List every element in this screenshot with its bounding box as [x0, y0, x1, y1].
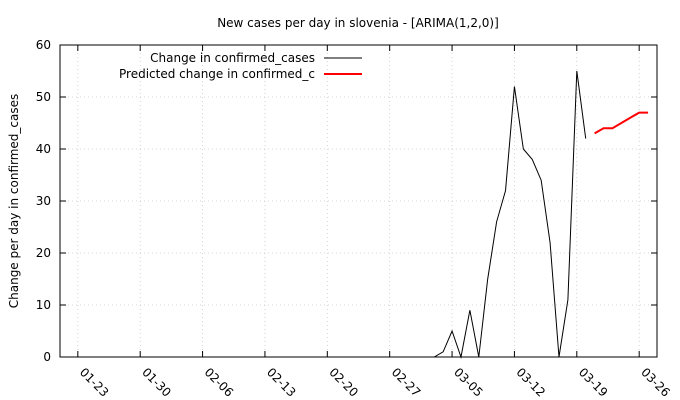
x-tick-label: 02-27	[389, 365, 424, 400]
y-tick-label: 0	[43, 350, 51, 364]
y-axis-ticks: 0 10 20 30 40 50 60	[36, 38, 657, 364]
series-line-1	[68, 70, 587, 359]
grid-lines	[60, 45, 657, 357]
x-tick-label: 03-05	[451, 365, 486, 400]
y-tick-label: 50	[36, 90, 51, 104]
x-tick-label: 02-13	[264, 365, 299, 400]
x-tick-label: 03-19	[576, 365, 611, 400]
y-tick-label: 30	[36, 194, 51, 208]
x-tick-label: 03-12	[513, 365, 548, 400]
x-axis-ticks: 01-23 01-30 02-06 02-13 02-20 02-27 03-05 03-12…	[77, 45, 673, 400]
y-tick-label: 20	[36, 246, 51, 260]
y-tick-label: 10	[36, 298, 51, 312]
y-tick-label: 40	[36, 142, 51, 156]
series-lines	[68, 70, 649, 359]
x-tick-label: 02-20	[326, 365, 361, 400]
y-axis-label: Change per day in confirmed_cases	[7, 94, 21, 309]
chart-title: New cases per day in slovenia - [ARIMA(1…	[217, 16, 499, 30]
plot-border	[59, 44, 658, 358]
x-tick-label: 01-30	[139, 365, 174, 400]
legend-label-2: Predicted change in confirmed_c	[119, 67, 315, 81]
x-tick-label: 02-06	[202, 365, 237, 400]
plot-frame	[59, 44, 658, 358]
series-line-2	[594, 111, 649, 135]
legend-label-1: Change in confirmed_cases	[150, 51, 315, 65]
x-tick-label: 03-26	[638, 365, 673, 400]
x-tick-label: 01-23	[77, 365, 112, 400]
y-tick-label: 60	[36, 38, 51, 52]
legend: Change in confirmed_cases Predicted chang…	[119, 51, 362, 81]
